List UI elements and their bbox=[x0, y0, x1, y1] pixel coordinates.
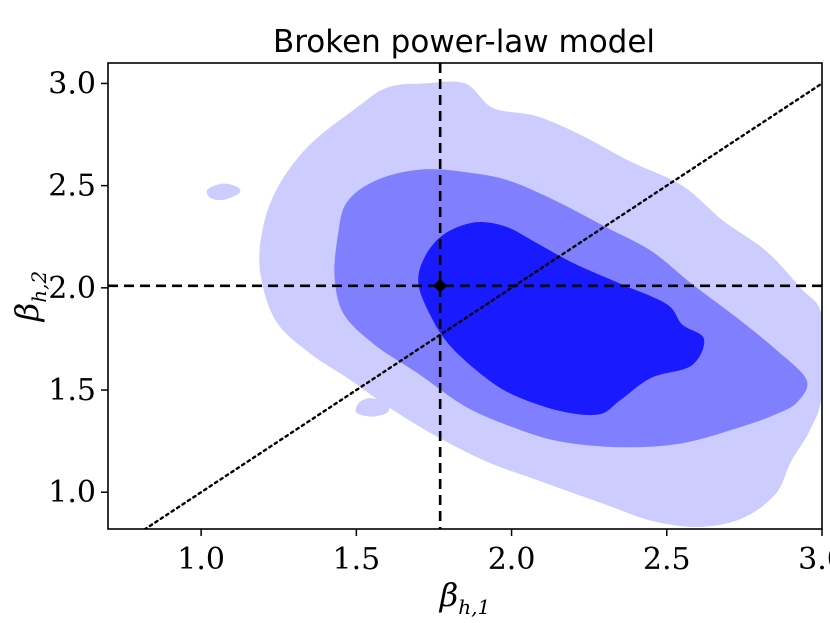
diagonal-dotted-line bbox=[143, 82, 822, 529]
y-tick-label: 2.0 bbox=[48, 271, 96, 306]
x-tick-label: 2.5 bbox=[643, 542, 691, 577]
x-ticks: 1.0 1.5 2.0 2.5 3.0 bbox=[177, 529, 830, 577]
y-ticks: 1.0 1.5 2.0 2.5 3.0 bbox=[48, 66, 108, 510]
diamond-marker-0 bbox=[433, 278, 448, 293]
x-tick-label: 3.0 bbox=[798, 542, 830, 577]
chart-title: Broken power-law model bbox=[273, 24, 655, 60]
y-tick-label: 1.0 bbox=[48, 475, 96, 510]
x-axis-label: βh,1 bbox=[439, 576, 490, 619]
x-tick-label: 1.0 bbox=[177, 542, 225, 577]
y-tick-label: 1.5 bbox=[48, 373, 96, 408]
x-tick-label: 1.5 bbox=[332, 542, 380, 577]
y-tick-label: 3.0 bbox=[48, 66, 96, 101]
contour-outer-region-2 bbox=[355, 398, 390, 417]
contour-inner-region-0 bbox=[418, 222, 705, 416]
y-tick-label: 2.5 bbox=[48, 169, 96, 204]
contour-outer-region-1 bbox=[206, 183, 241, 201]
y-axis-label: βh,2 bbox=[8, 271, 51, 322]
x-tick-label: 2.0 bbox=[488, 542, 536, 577]
point-markers bbox=[433, 278, 448, 293]
axes-frame bbox=[107, 62, 823, 530]
reference-lines bbox=[108, 63, 822, 529]
contour-fills bbox=[206, 81, 822, 528]
